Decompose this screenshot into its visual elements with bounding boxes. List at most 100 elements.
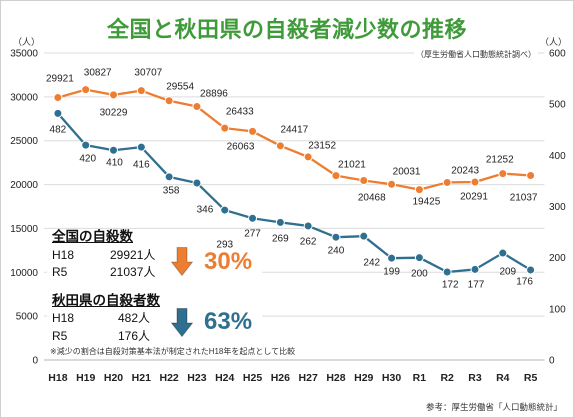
data-point-national <box>164 96 174 106</box>
y-right-tick-label: 600 <box>549 49 566 60</box>
x-tick-label: H27 <box>299 372 318 384</box>
series-line-akita <box>57 112 532 274</box>
y-right-tick-label: 500 <box>549 100 566 111</box>
data-point-akita <box>359 231 369 241</box>
data-label-national: 21037 <box>510 192 538 203</box>
chart-title: 全国と秋田県の自殺者減少数の推移 <box>106 17 467 42</box>
data-point-national <box>498 169 508 179</box>
x-tick-label: H30 <box>382 372 401 384</box>
data-label-national: 19425 <box>412 197 440 208</box>
data-point-national <box>526 170 536 180</box>
data-point-akita <box>414 253 424 263</box>
y-right-tick-label: 0 <box>549 356 555 367</box>
data-label-national: 30827 <box>84 68 112 79</box>
footnote: ※減少の割合は自殺対策基本法が制定されたH18年を起点として比較 <box>50 347 296 356</box>
source-note: （厚生労働省人口動態統計調べ） <box>414 50 538 60</box>
data-label-national: 23152 <box>308 141 336 152</box>
data-label-akita: 420 <box>79 154 96 165</box>
data-label-national: 28896 <box>200 89 228 100</box>
data-label-national: 30707 <box>134 68 162 79</box>
x-tick-label: H23 <box>187 372 206 384</box>
y-right-tick-label: 200 <box>549 253 566 264</box>
data-point-national <box>331 171 341 181</box>
data-point-akita <box>192 178 202 188</box>
y-right-unit: （人） <box>540 37 568 47</box>
data-point-national <box>81 85 91 95</box>
data-label-national: 30229 <box>100 108 128 119</box>
data-label-national: 29554 <box>166 81 194 92</box>
x-tick-label: H22 <box>159 372 178 384</box>
national-summary-heading: 全国の自殺数 <box>52 229 133 244</box>
y-left-tick-label: 5000 <box>16 312 39 323</box>
data-point-akita <box>220 205 230 215</box>
y-right-tick-label: 100 <box>549 304 566 315</box>
x-tick-label: H25 <box>243 372 262 384</box>
data-point-national <box>192 102 202 112</box>
akita-row-label: H18 <box>52 311 75 325</box>
data-point-akita <box>109 145 119 155</box>
data-point-akita <box>526 265 536 275</box>
data-point-akita <box>248 213 258 223</box>
data-point-national <box>303 152 313 162</box>
data-point-akita <box>164 172 174 182</box>
data-point-akita <box>442 267 452 277</box>
data-point-national <box>442 177 452 187</box>
data-point-akita <box>136 142 146 152</box>
data-label-akita: 200 <box>411 268 428 279</box>
data-label-akita: 242 <box>363 257 380 268</box>
x-tick-label: R2 <box>440 372 454 384</box>
national-row-label: H18 <box>52 248 75 262</box>
summary-box <box>47 229 262 357</box>
down-arrow-icon <box>171 308 193 337</box>
national-row-value: 21037人 <box>110 265 156 279</box>
akita-change-percent: 63% <box>204 308 253 335</box>
data-label-akita: 262 <box>300 236 317 247</box>
data-point-akita <box>303 221 313 231</box>
data-point-national <box>53 93 63 103</box>
data-point-akita <box>275 217 285 227</box>
data-point-national <box>248 126 258 136</box>
y-left-tick-label: 0 <box>32 356 38 367</box>
x-tick-label: H28 <box>326 372 345 384</box>
y-right-tick-label: 400 <box>549 151 566 162</box>
y-left-tick-label: 35000 <box>10 49 38 60</box>
data-point-akita <box>387 253 397 263</box>
data-point-national <box>136 86 146 96</box>
data-label-national: 24417 <box>280 125 308 136</box>
data-label-national: 20243 <box>451 166 479 177</box>
data-label-national: 20031 <box>393 166 421 177</box>
down-arrow-shape <box>171 247 193 276</box>
reference-note: 参考：厚生労働省「人口動態統計」 <box>425 402 562 412</box>
national-row-label: R5 <box>52 265 68 279</box>
x-tick-label: H19 <box>76 372 95 384</box>
x-tick-label: H29 <box>354 372 373 384</box>
data-point-national <box>220 123 230 133</box>
data-label-akita: 358 <box>163 186 180 197</box>
data-label-akita: 240 <box>328 246 345 257</box>
y-right-tick-label: 300 <box>549 202 566 213</box>
akita-row-label: R5 <box>52 329 68 343</box>
data-point-national <box>359 175 369 185</box>
data-label-national: 26063 <box>227 141 255 152</box>
x-tick-label: H21 <box>132 372 151 384</box>
akita-row-value: 482人 <box>118 311 151 325</box>
x-tick-label: R1 <box>413 372 427 384</box>
x-tick-label: R5 <box>524 372 538 384</box>
data-point-akita <box>470 264 480 274</box>
data-label-national: 26433 <box>226 107 254 118</box>
data-label-akita: 172 <box>442 279 459 290</box>
data-label-national: 20468 <box>358 192 386 203</box>
down-arrow-shape <box>171 308 193 337</box>
data-point-national <box>470 177 480 187</box>
y-left-tick-label: 20000 <box>10 180 38 191</box>
x-tick-label: H18 <box>48 372 67 384</box>
data-point-national <box>275 141 285 151</box>
x-tick-label: R4 <box>496 372 510 384</box>
data-label-akita: 199 <box>383 266 400 277</box>
akita-row-value: 176人 <box>118 329 151 343</box>
data-label-national: 29921 <box>46 74 74 85</box>
data-point-akita <box>81 140 91 150</box>
data-label-akita: 269 <box>272 233 289 244</box>
